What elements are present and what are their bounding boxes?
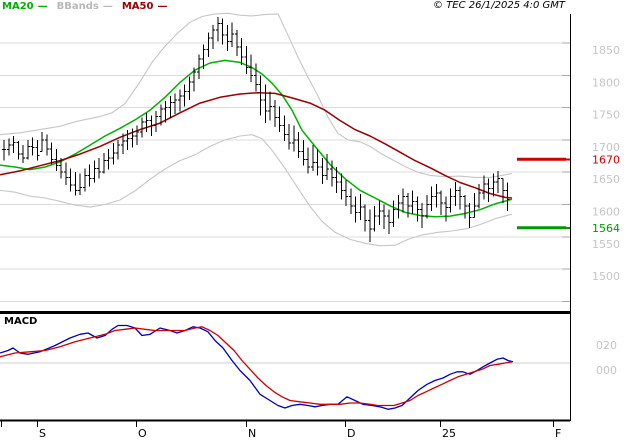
month-label: N bbox=[248, 427, 256, 440]
legend-item-ma20: MA20 — bbox=[2, 0, 48, 13]
level-label: 1670 bbox=[592, 153, 620, 166]
macd-panel-label: MACD bbox=[4, 316, 38, 327]
month-label: S bbox=[39, 427, 46, 440]
month-label: F bbox=[555, 427, 561, 440]
legend-item-bbands: BBands — bbox=[57, 0, 113, 13]
price-tick-label: 1800 bbox=[592, 76, 620, 89]
macd-tick-label: 020 bbox=[596, 339, 617, 352]
bollinger-lower-line bbox=[0, 134, 513, 247]
price-tick-label: 1500 bbox=[592, 270, 620, 283]
ma20-line bbox=[0, 59, 513, 218]
ma50-line bbox=[0, 91, 513, 199]
price-tick-label: 1750 bbox=[592, 109, 620, 122]
month-label: D bbox=[347, 427, 355, 440]
macd-line bbox=[0, 324, 514, 410]
price-tick-label: 1600 bbox=[592, 206, 620, 219]
copyright-timestamp: © TEC 26/1/2025 4:0 GMT bbox=[433, 0, 565, 11]
price-tick-label: 1700 bbox=[592, 141, 620, 154]
macd-tick-label: 000 bbox=[596, 364, 617, 377]
chart-legend: MA20 — BBands — MA50 — bbox=[2, 0, 176, 13]
price-tick-label: 1550 bbox=[592, 238, 620, 251]
bbands-line-swatch-icon: — bbox=[102, 1, 113, 12]
price-tick-label: 1650 bbox=[592, 173, 620, 186]
legend-label-ma50: MA50 bbox=[121, 1, 154, 12]
price-tick-label: 1850 bbox=[592, 44, 620, 57]
panel-separator bbox=[0, 311, 570, 314]
ma20-line-swatch-icon: — bbox=[37, 1, 48, 12]
legend-label-ma20: MA20 bbox=[2, 1, 34, 12]
legend-item-ma50: MA50 — bbox=[122, 0, 168, 13]
ma50-line-swatch-icon: — bbox=[157, 1, 168, 12]
bollinger-upper-line bbox=[0, 12, 513, 178]
month-label: 25 bbox=[442, 427, 456, 440]
macd-signal-line bbox=[0, 326, 513, 407]
level-label: 1564 bbox=[592, 222, 620, 235]
legend-label-bbands: BBands bbox=[56, 1, 99, 12]
month-label: O bbox=[138, 427, 147, 440]
